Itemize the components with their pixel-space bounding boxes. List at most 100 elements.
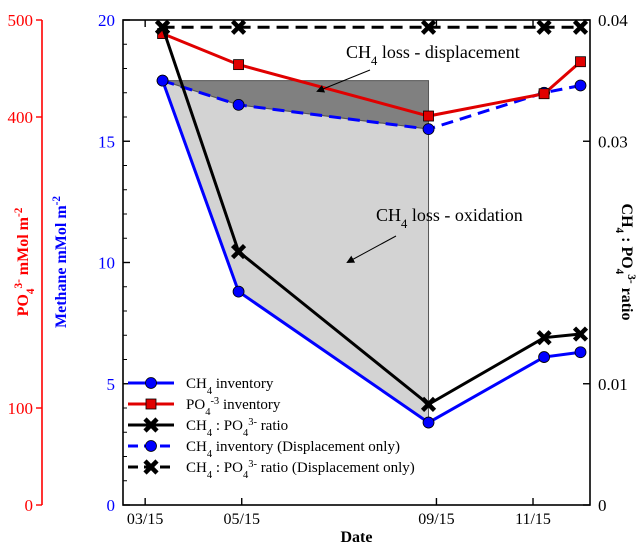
- annotation-oxidation-arrow: [346, 235, 397, 263]
- legend-label-part: 3-: [248, 459, 257, 470]
- annotation-oxidation-part: 4: [401, 217, 408, 231]
- legend-label-part: 4: [207, 449, 213, 460]
- series-ratio_disp-point: [536, 19, 552, 35]
- methane-axis-label: Methane mMol m-2: [51, 196, 70, 328]
- ratio-axis-label-part: 4: [613, 269, 625, 275]
- legend-item-ch4: CH4 inventory: [128, 376, 274, 397]
- series-ch4_disp-point: [422, 123, 435, 136]
- series-ratio_disp-point-stroke: [230, 19, 247, 35]
- legend-label-part: 4: [207, 470, 213, 481]
- legend-marker-stroke: [143, 417, 159, 433]
- po4-tick-label: 0: [25, 496, 34, 515]
- series-ch4-point: [538, 351, 550, 363]
- x-tick-label: 09/15: [418, 511, 454, 528]
- ratio-tick-label: 0.03: [598, 132, 628, 151]
- series-ratio-point: [230, 243, 247, 260]
- x-tick-label: 05/15: [224, 511, 260, 528]
- legend-label-part: inventory: [212, 376, 274, 392]
- legend-item-ratio_disp: CH4 : PO43- ratio (Displacement only): [128, 459, 415, 481]
- series-ch4-point: [232, 285, 245, 298]
- legend-label-part: inventory (Displacement only): [212, 439, 400, 455]
- x-axis-label: Date: [341, 529, 373, 546]
- axes: 03/15 05/15 09/15 11/15 Date 0 5 10 15 20 Methane …: [8, 11, 638, 546]
- series-ratio-point-stroke: [572, 326, 589, 342]
- series-group: [154, 19, 589, 429]
- series-ratio-point: [420, 396, 437, 412]
- series-ratio_disp-point: [420, 19, 437, 35]
- methane-tick-label: 10: [98, 254, 115, 273]
- methane-tick-label: 20: [98, 11, 115, 30]
- series-ratio-point-stroke: [154, 19, 171, 35]
- legend-label-part: CH: [186, 460, 207, 476]
- legend-label-part: PO: [186, 397, 205, 413]
- legend-item-ratio: CH4 : PO43- ratio: [128, 417, 288, 439]
- x-tick-label: 03/15: [127, 511, 163, 528]
- legend-marker: [143, 459, 159, 475]
- legend-label-part: ratio: [257, 418, 288, 434]
- legend-label-part: inventory: [219, 397, 281, 413]
- annotation-displacement-part: CH: [346, 42, 371, 62]
- po4-axis-label-part: 4: [25, 288, 37, 294]
- po4-tick-label: 500: [8, 11, 34, 30]
- series-ch4-point: [574, 346, 587, 359]
- methane-tick-label: 15: [98, 132, 115, 151]
- legend-label-part: 4: [207, 386, 213, 397]
- legend-label-part: 4: [243, 428, 249, 439]
- series-ch4: [156, 74, 587, 429]
- series-ratio_disp-point-stroke: [536, 19, 552, 35]
- series-ratio_disp-point: [572, 19, 589, 35]
- series-ch4-point: [156, 74, 169, 87]
- legend-label-part: 4: [205, 407, 211, 418]
- legend-label: CH4 inventory (Displacement only): [186, 439, 400, 460]
- annotation-displacement-arrow: [316, 69, 371, 93]
- ratio-axis-label-part: : PO: [618, 233, 635, 269]
- ratio-axis-label-part: 4: [613, 228, 625, 234]
- legend-item-po4: PO4-3 inventory: [128, 396, 281, 418]
- legend-label: CH4 : PO43- ratio: [186, 417, 288, 439]
- annotation-displacement-part: loss - displacement: [377, 42, 519, 62]
- po4-axis-label-part: mMol m: [15, 216, 32, 279]
- legend-label-part: CH: [186, 376, 207, 392]
- series-ratio-point-stroke: [230, 243, 247, 260]
- series-po4-point: [233, 59, 244, 71]
- legend-label-part: CH: [186, 418, 207, 434]
- legend-label: CH4 inventory: [186, 376, 274, 397]
- legend-marker: [143, 417, 159, 433]
- annotation-oxidation-part: loss - oxidation: [407, 205, 523, 225]
- ratio-axis-label-part: CH: [618, 204, 635, 229]
- annotation-oxidation-part: CH: [376, 205, 401, 225]
- legend-label-part: CH: [186, 439, 207, 455]
- legend-label-part: 4: [243, 470, 249, 481]
- x-tick-label: 11/15: [515, 511, 551, 528]
- legend-marker: [145, 377, 157, 389]
- legend-label-part: 4: [207, 428, 213, 439]
- legend-item-ch4_disp: CH4 inventory (Displacement only): [128, 439, 400, 460]
- series-ch4_disp-point: [232, 98, 245, 111]
- legend-marker-stroke: [143, 459, 159, 475]
- po4-axis-label: PO43- mMol m-2: [13, 207, 37, 316]
- series-ratio-point: [154, 19, 171, 35]
- legend-marker: [145, 398, 157, 410]
- series-ratio: [154, 19, 589, 412]
- legend-label: CH4 : PO43- ratio (Displacement only): [186, 459, 415, 481]
- series-ratio_disp-point-stroke: [572, 19, 589, 35]
- po4-axis-label-part: 3-: [13, 279, 25, 289]
- methane-axis-label-part: Methane mMol m: [53, 205, 70, 328]
- series-ch4_disp-point: [574, 79, 587, 92]
- legend-label-part: 3-: [248, 417, 257, 428]
- series-ratio-point: [536, 330, 552, 346]
- legend-label-part: ratio (Displacement only): [257, 460, 415, 476]
- po4-tick-label: 100: [8, 399, 34, 418]
- ratio-axis-label: CH4 : PO43- ratio: [613, 204, 637, 321]
- po4-axis-label-part: PO: [15, 294, 32, 316]
- series-ratio-point: [572, 326, 589, 342]
- methane-tick-label: 0: [107, 496, 116, 515]
- annotation-displacement: CH4 loss - displacement: [346, 42, 520, 68]
- ratio-tick-label: 0.01: [598, 375, 628, 394]
- series-ratio-point-stroke: [420, 396, 437, 412]
- ratio-tick-label: 0: [598, 496, 607, 515]
- series-po4-point: [423, 110, 434, 122]
- annotation-oxidation: CH4 loss - oxidation: [376, 205, 523, 231]
